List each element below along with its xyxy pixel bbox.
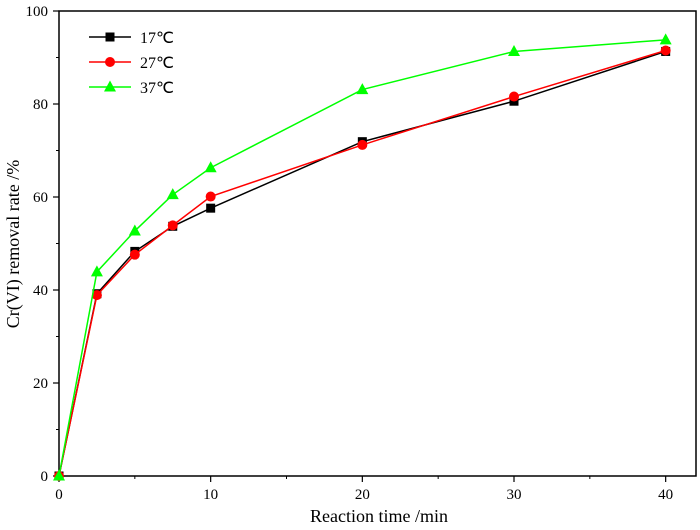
- legend-item: 17℃: [89, 30, 174, 47]
- data-point: [206, 203, 216, 213]
- y-tick-label: 0: [41, 469, 49, 485]
- legend-label: 17℃: [140, 30, 174, 47]
- legend-item: 37℃: [89, 80, 174, 97]
- data-point: [53, 469, 65, 481]
- y-tick-label: 60: [33, 190, 48, 206]
- data-point: [660, 45, 671, 56]
- y-tick-label: 80: [33, 97, 48, 113]
- legend-label: 27℃: [140, 55, 174, 72]
- data-point: [166, 188, 179, 200]
- y-tick-label: 40: [33, 283, 48, 299]
- series-line: [58, 49, 666, 477]
- legend-marker: [105, 57, 115, 67]
- legend-item: 27℃: [89, 55, 174, 72]
- legend-label: 37℃: [140, 80, 174, 97]
- x-tick-label: 20: [355, 487, 370, 503]
- y-tick-label: 20: [33, 376, 48, 392]
- data-point: [357, 139, 368, 150]
- y-axis-title: Cr(VI) removal rate /%: [3, 160, 24, 328]
- data-point: [91, 290, 102, 301]
- data-point: [90, 265, 103, 277]
- data-point: [167, 220, 178, 231]
- data-point: [509, 91, 519, 102]
- data-point: [508, 44, 520, 56]
- legend-marker: [105, 32, 115, 42]
- series-line: [58, 39, 666, 477]
- x-tick-label: 10: [203, 487, 218, 503]
- data-point: [204, 161, 217, 173]
- legend-marker: [104, 80, 116, 92]
- series-0: [54, 46, 671, 481]
- data-point: [205, 191, 216, 202]
- data-point: [128, 224, 141, 236]
- series-2: [53, 33, 672, 481]
- series-1: [54, 45, 671, 481]
- x-tick-label: 40: [658, 487, 673, 503]
- x-axis-title: Reaction time /min: [310, 506, 448, 526]
- series-line: [58, 50, 666, 477]
- x-tick-label: 30: [507, 487, 522, 503]
- data-point: [356, 83, 369, 95]
- x-tick-label: 0: [55, 487, 63, 503]
- data-point: [659, 33, 672, 45]
- y-tick-label: 100: [26, 4, 49, 20]
- data-point: [129, 249, 140, 260]
